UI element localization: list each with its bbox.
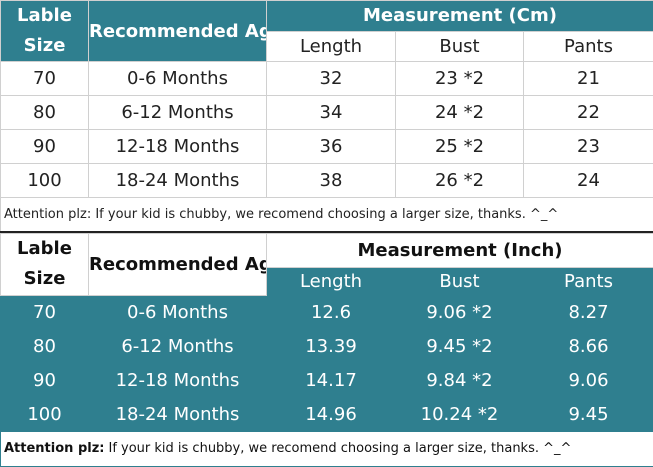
column-header: Bust: [396, 31, 524, 62]
column-header: Pants: [524, 267, 653, 295]
cell: 21: [524, 62, 653, 96]
cell: 0-6 Months: [89, 62, 267, 96]
cell: 9.06 *2: [396, 295, 524, 329]
measurement-header: Measurement (Inch): [267, 233, 653, 267]
note-text: If your kid is chubby, we recomend choos…: [108, 441, 571, 456]
note-label: Attention plz:: [4, 441, 104, 456]
note-row: Attention plz: If your kid is chubby, we…: [1, 198, 653, 232]
cell: 12.6: [267, 295, 396, 329]
cell: 25 *2: [396, 130, 524, 164]
cell: 18-24 Months: [89, 397, 267, 431]
cell: 36: [267, 130, 396, 164]
cell: 70: [1, 62, 89, 96]
cell: 12-18 Months: [89, 130, 267, 164]
cell: 100: [1, 164, 89, 198]
cell: 10.24 *2: [396, 397, 524, 431]
cell: 9.45: [524, 397, 653, 431]
cell: 100: [1, 397, 89, 431]
note-row: Attention plz: If your kid is chubby, we …: [1, 431, 653, 466]
size-header: Lable Size: [1, 1, 89, 62]
column-header: Length: [267, 31, 396, 62]
cell: 9.84 *2: [396, 363, 524, 397]
cell: 22: [524, 96, 653, 130]
cell: 23 *2: [396, 62, 524, 96]
size-header: Lable Size: [1, 233, 89, 295]
cell: 34: [267, 96, 396, 130]
column-header: Bust: [396, 267, 524, 295]
note: Attention plz: If your kid is chubby, we …: [1, 431, 653, 466]
cell: 0-6 Months: [89, 295, 267, 329]
cell: 12-18 Months: [89, 363, 267, 397]
cell: 24 *2: [396, 96, 524, 130]
cell: 23: [524, 130, 653, 164]
column-header: Pants: [524, 31, 653, 62]
cell: 90: [1, 130, 89, 164]
measurement-header: Measurement (Cm): [267, 1, 653, 32]
cell: 6-12 Months: [89, 329, 267, 363]
cell: 80: [1, 329, 89, 363]
age-header: Recommended Age: [89, 1, 267, 62]
age-header: Recommended Age: [89, 233, 267, 295]
cell: 18-24 Months: [89, 164, 267, 198]
cell: 6-12 Months: [89, 96, 267, 130]
cell: 24: [524, 164, 653, 198]
column-header: Length: [267, 267, 396, 295]
cell: 70: [1, 295, 89, 329]
cell: 8.66: [524, 329, 653, 363]
cell: 13.39: [267, 329, 396, 363]
cell: 26 *2: [396, 164, 524, 198]
cell: 9.06: [524, 363, 653, 397]
cell: 90: [1, 363, 89, 397]
cell: 32: [267, 62, 396, 96]
cell: 38: [267, 164, 396, 198]
cell: 9.45 *2: [396, 329, 524, 363]
cell: 14.96: [267, 397, 396, 431]
cell: 8.27: [524, 295, 653, 329]
cell: 80: [1, 96, 89, 130]
note: Attention plz: If your kid is chubby, we…: [1, 198, 653, 232]
cell: 14.17: [267, 363, 396, 397]
